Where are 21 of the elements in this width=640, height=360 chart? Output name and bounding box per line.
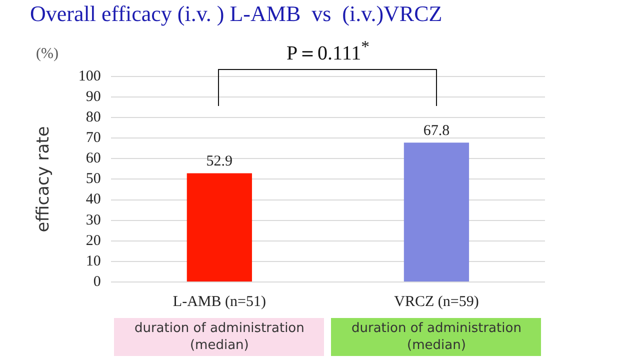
y-tick-label: 40 — [86, 192, 101, 208]
text: duration of administration (median) — [331, 318, 542, 356]
y-tick-label: 100 — [78, 68, 101, 84]
y-axis-title: efficacy rate — [34, 126, 54, 232]
x-tick-label: VRCZ (n=59) — [394, 294, 479, 310]
y-tick-label: 50 — [86, 171, 101, 188]
y-tick-label: 80 — [86, 109, 101, 126]
chart-title: Overall efficacy (i.v. ) L-AMB vs (i.v.)VRCZ — [30, 0, 442, 26]
data-label: 67.8 — [423, 123, 450, 140]
text: (%) — [36, 46, 58, 64]
y-tick-label: 20 — [86, 232, 101, 249]
x-tick-label: L-AMB (n=51) — [172, 294, 266, 310]
text: P＝0.111$^{*}$ — [286, 37, 370, 68]
y-tick-label: 90 — [86, 88, 101, 105]
data-label: 52.9 — [206, 154, 233, 170]
y-tick-label: 60 — [86, 150, 101, 167]
text: duration of administration (median) — [114, 318, 324, 356]
y-tick-label: 10 — [86, 253, 101, 270]
y-tick-label: 70 — [86, 130, 101, 146]
y-tick-label: 30 — [86, 212, 101, 228]
y-tick-label: 0 — [93, 274, 101, 290]
